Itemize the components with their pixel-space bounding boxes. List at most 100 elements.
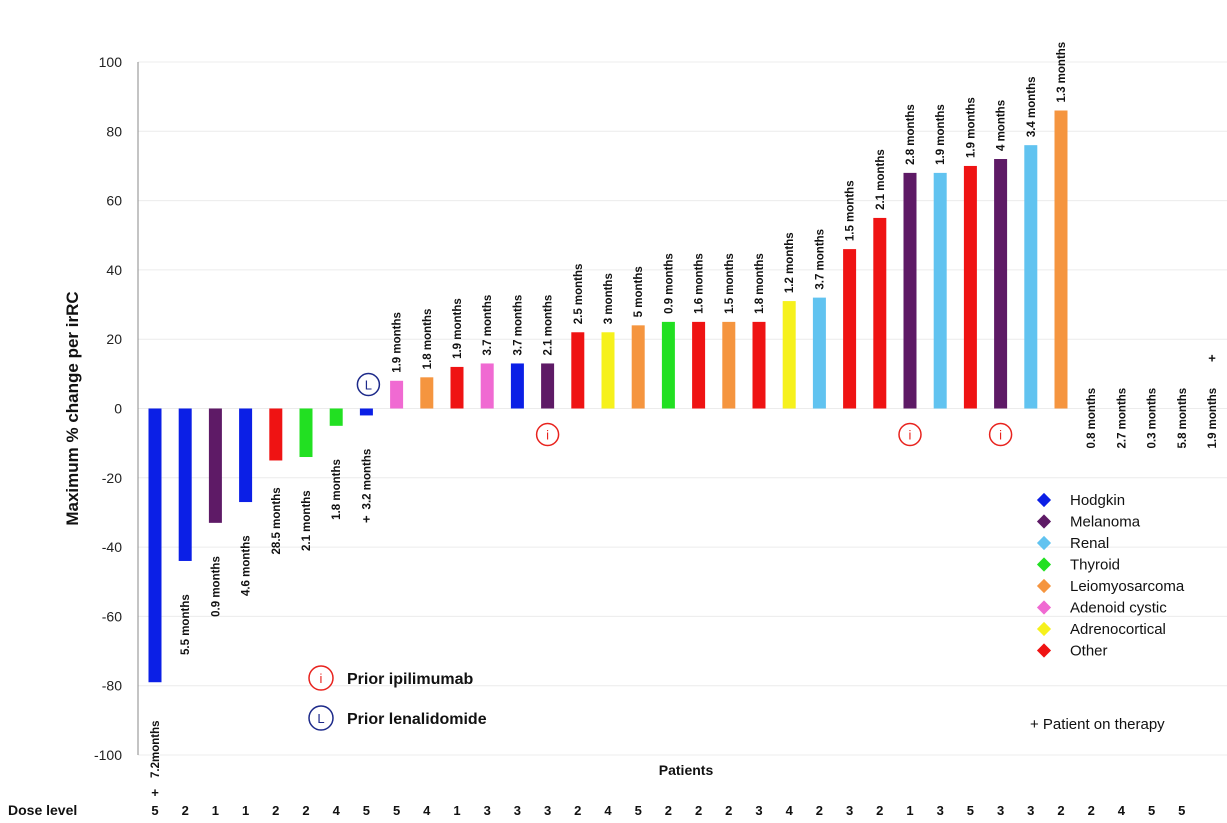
y-tick-label: 80	[106, 123, 122, 139]
legend-label: Hodgkin	[1070, 492, 1125, 509]
duration-label: 4.6 months	[241, 535, 253, 596]
duration-label: 1.9 months	[392, 312, 404, 373]
bar	[782, 301, 796, 409]
prior-ipilimumab-marker	[535, 422, 560, 447]
y-tick-label: 100	[99, 54, 123, 70]
bar	[571, 332, 585, 409]
duration-label: 2.1 months	[301, 490, 313, 551]
duration-label: 3.2 months	[361, 449, 373, 510]
duration-label: 3.7 months	[814, 229, 826, 290]
grid-lines	[138, 61, 1227, 756]
dose-level-value: 4	[423, 803, 431, 818]
bar	[933, 172, 947, 409]
duration-label: 3.7 months	[482, 295, 494, 356]
duration-label: 2.1 months	[875, 149, 887, 210]
legend-label: Adenoid cystic	[1070, 600, 1167, 617]
legend-swatch	[1036, 514, 1052, 529]
duration-label: 5 months	[633, 266, 645, 317]
bar	[299, 408, 313, 458]
prior-lenalidomide-symbol: L	[365, 378, 372, 393]
dose-level-value: 3	[1027, 803, 1034, 818]
dose-level-value: 5	[393, 803, 400, 818]
legend-label: Thyroid	[1070, 557, 1120, 574]
prior-ipilimumab-marker	[898, 422, 922, 447]
prior-ipilimumab-symbol: i	[999, 428, 1002, 443]
duration-labels: 7.2months +5.5 months 0.9 months 4.6 months…	[150, 42, 1219, 800]
bar	[390, 380, 404, 409]
duration-label: 4 months	[996, 100, 1008, 151]
duration-label: 0.9 months	[663, 253, 675, 314]
bar	[903, 172, 917, 409]
legend-swatch	[1036, 578, 1052, 594]
legend-swatch	[1036, 557, 1052, 572]
dose-level-value: 3	[514, 803, 521, 818]
duration-label: 3 months	[603, 273, 615, 324]
bar	[420, 377, 434, 409]
duration-label: 1.8 months	[422, 309, 434, 370]
dose-level-value: 5	[151, 803, 158, 818]
bar	[752, 321, 766, 409]
dose-level-value: 2	[876, 803, 883, 818]
duration-label: 1.2 months	[784, 232, 796, 293]
legend-swatch	[1036, 621, 1052, 637]
dose-level-value: 1	[453, 803, 460, 818]
bar	[239, 408, 253, 503]
legend-label: Adrenocortical	[1070, 621, 1166, 638]
legend-label: Other	[1070, 643, 1108, 660]
dose-level-value: 4	[1118, 803, 1126, 818]
dose-level-value: 5	[635, 803, 642, 818]
dose-level-value: 2	[574, 803, 581, 818]
duration-label: 1.5 months	[724, 253, 736, 314]
on-therapy-marker: +	[363, 511, 371, 526]
duration-label: 1.9 months	[965, 97, 977, 158]
y-tick-label: -80	[102, 678, 122, 694]
y-tick-label: 40	[106, 262, 122, 278]
bar	[541, 363, 555, 409]
duration-label: 3.7 months	[512, 295, 524, 356]
dose-level-values: 5 2 1 1 2 2 4 5 5 4 1 3 3 3 2 4 5 2 2 2 3 4 2 3 2 1 3 5 3 3 2 2 4 5 5	[151, 803, 1185, 818]
duration-label: 1.8 months	[754, 253, 766, 314]
legend-label: Leiomyosarcoma	[1070, 578, 1185, 595]
bars	[148, 110, 1068, 683]
prior-ipilimumab-symbol: i	[546, 428, 549, 443]
dose-level-value: 5	[363, 803, 370, 818]
duration-label: 1.9 months	[452, 298, 464, 359]
duration-label: 5.5 months	[180, 594, 192, 655]
duration-label: 2.1 months	[543, 295, 555, 356]
bar	[269, 408, 283, 461]
y-tick-label: 20	[106, 331, 122, 347]
y-tick-label: 0	[114, 401, 122, 417]
dose-level-value: 3	[846, 803, 853, 818]
bar	[510, 363, 524, 409]
duration-label: 28.5 months	[271, 487, 283, 554]
key-ipilimumab-label: Prior ipilimumab	[347, 671, 473, 688]
duration-label: 1.6 months	[694, 253, 706, 314]
dose-level-value: 1	[212, 803, 219, 818]
y-tick-label: -20	[102, 470, 122, 486]
dose-level-value: 2	[725, 803, 732, 818]
bar	[480, 363, 494, 409]
duration-label: 0.8 months	[1086, 388, 1098, 449]
bar	[722, 321, 736, 409]
dose-level-value: 2	[1088, 803, 1095, 818]
bar	[843, 249, 857, 409]
prior-ipilimumab-marker	[988, 422, 1013, 447]
y-tick-label: 60	[106, 193, 122, 209]
dose-level-value: 1	[906, 803, 913, 818]
dose-level-label: Dose level	[8, 802, 77, 818]
dose-level-value: 5	[1178, 803, 1185, 818]
dose-level-value: 3	[544, 803, 551, 818]
bar	[631, 325, 645, 409]
legend-on-therapy-note: + Patient on therapy	[1030, 716, 1165, 733]
duration-label: 1.8 months	[331, 459, 343, 520]
y-tick-labels: 100 80 60 40 20 0 -20 -40 -60 -80 -100	[94, 54, 122, 763]
bar	[692, 321, 706, 409]
legend-swatch	[1036, 535, 1052, 551]
dose-level-value: 2	[1057, 803, 1064, 818]
duration-label: 0.3 months	[1147, 388, 1159, 449]
dose-level-value: 2	[665, 803, 672, 818]
duration-label: 7.2months	[150, 720, 162, 778]
dose-level-value: 2	[182, 803, 189, 818]
bar	[812, 297, 826, 409]
